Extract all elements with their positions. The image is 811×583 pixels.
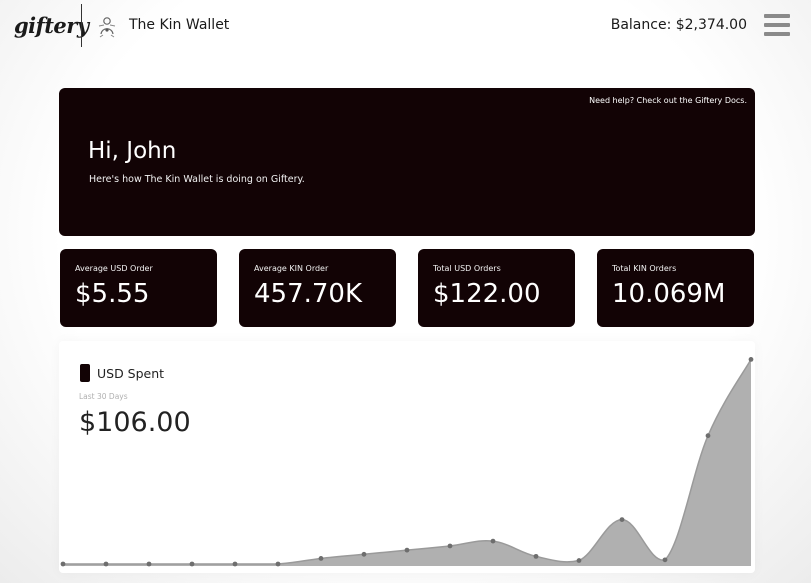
usd-spent-chart-card: USD Spent Last 30 Days $106.00 — [59, 341, 755, 573]
stat-card-average-usd-order: Average USD Order $5.55 — [60, 249, 217, 327]
chart-data-point[interactable] — [404, 547, 410, 553]
chart-data-point[interactable] — [447, 543, 453, 549]
chart-data-point[interactable] — [60, 561, 66, 567]
stat-card-total-usd-orders: Total USD Orders $122.00 — [418, 249, 575, 327]
stat-card-average-kin-order: Average KIN Order 457.70K — [239, 249, 396, 327]
chart-data-point[interactable] — [662, 557, 668, 563]
chart-data-point[interactable] — [576, 558, 582, 563]
chart-total-value: $106.00 — [79, 407, 191, 438]
chart-area-fill — [63, 359, 751, 566]
chart-data-point[interactable] — [361, 551, 367, 557]
greeting-title: Hi, John — [88, 138, 177, 164]
giftery-logo[interactable]: giftery — [14, 13, 89, 38]
chart-data-point[interactable] — [275, 561, 281, 567]
stat-value: 457.70K — [254, 279, 363, 309]
stat-card-total-kin-orders: Total KIN Orders 10.069M — [597, 249, 754, 327]
chart-series-line — [62, 359, 752, 565]
chart-data-point[interactable] — [533, 553, 539, 559]
chart-data-point[interactable] — [619, 517, 625, 523]
top-bar: giftery The Kin Wallet Balance: $2,374.0… — [0, 0, 811, 52]
chart-data-point[interactable] — [189, 561, 195, 567]
menu-bar — [764, 23, 790, 27]
usd-spent-area-chart — [60, 357, 754, 567]
balance-display: Balance: $2,374.00 — [610, 17, 747, 33]
chart-series-label: USD Spent — [97, 366, 165, 381]
hamburger-menu-icon[interactable] — [764, 14, 790, 36]
chart-data-point[interactable] — [232, 561, 238, 567]
help-docs-link[interactable]: Need help? Check out the Giftery Docs. — [589, 96, 747, 105]
menu-bar — [764, 32, 790, 36]
chart-data-point[interactable] — [146, 561, 152, 567]
stat-label: Total KIN Orders — [612, 264, 677, 273]
stat-value: $5.55 — [75, 279, 150, 309]
stat-value: $122.00 — [433, 279, 541, 309]
chart-data-point[interactable] — [748, 357, 754, 362]
stat-label: Average KIN Order — [254, 264, 329, 273]
chart-period-label: Last 30 Days — [79, 392, 128, 401]
menu-bar — [764, 14, 790, 18]
greeting-subtitle: Here's how The Kin Wallet is doing on Gi… — [89, 174, 305, 185]
kin-wallet-avatar-icon — [98, 17, 116, 38]
welcome-card: Need help? Check out the Giftery Docs. H… — [59, 88, 755, 236]
stat-label: Average USD Order — [75, 264, 153, 273]
chart-data-point[interactable] — [490, 538, 496, 544]
chart-data-point[interactable] — [318, 556, 324, 561]
stat-value: 10.069M — [612, 279, 726, 309]
chart-data-point[interactable] — [103, 561, 109, 567]
stat-label: Total USD Orders — [433, 264, 501, 273]
chart-data-point[interactable] — [705, 433, 711, 439]
wallet-name: The Kin Wallet — [129, 17, 230, 33]
header-divider — [81, 4, 82, 47]
legend-swatch — [80, 364, 90, 382]
